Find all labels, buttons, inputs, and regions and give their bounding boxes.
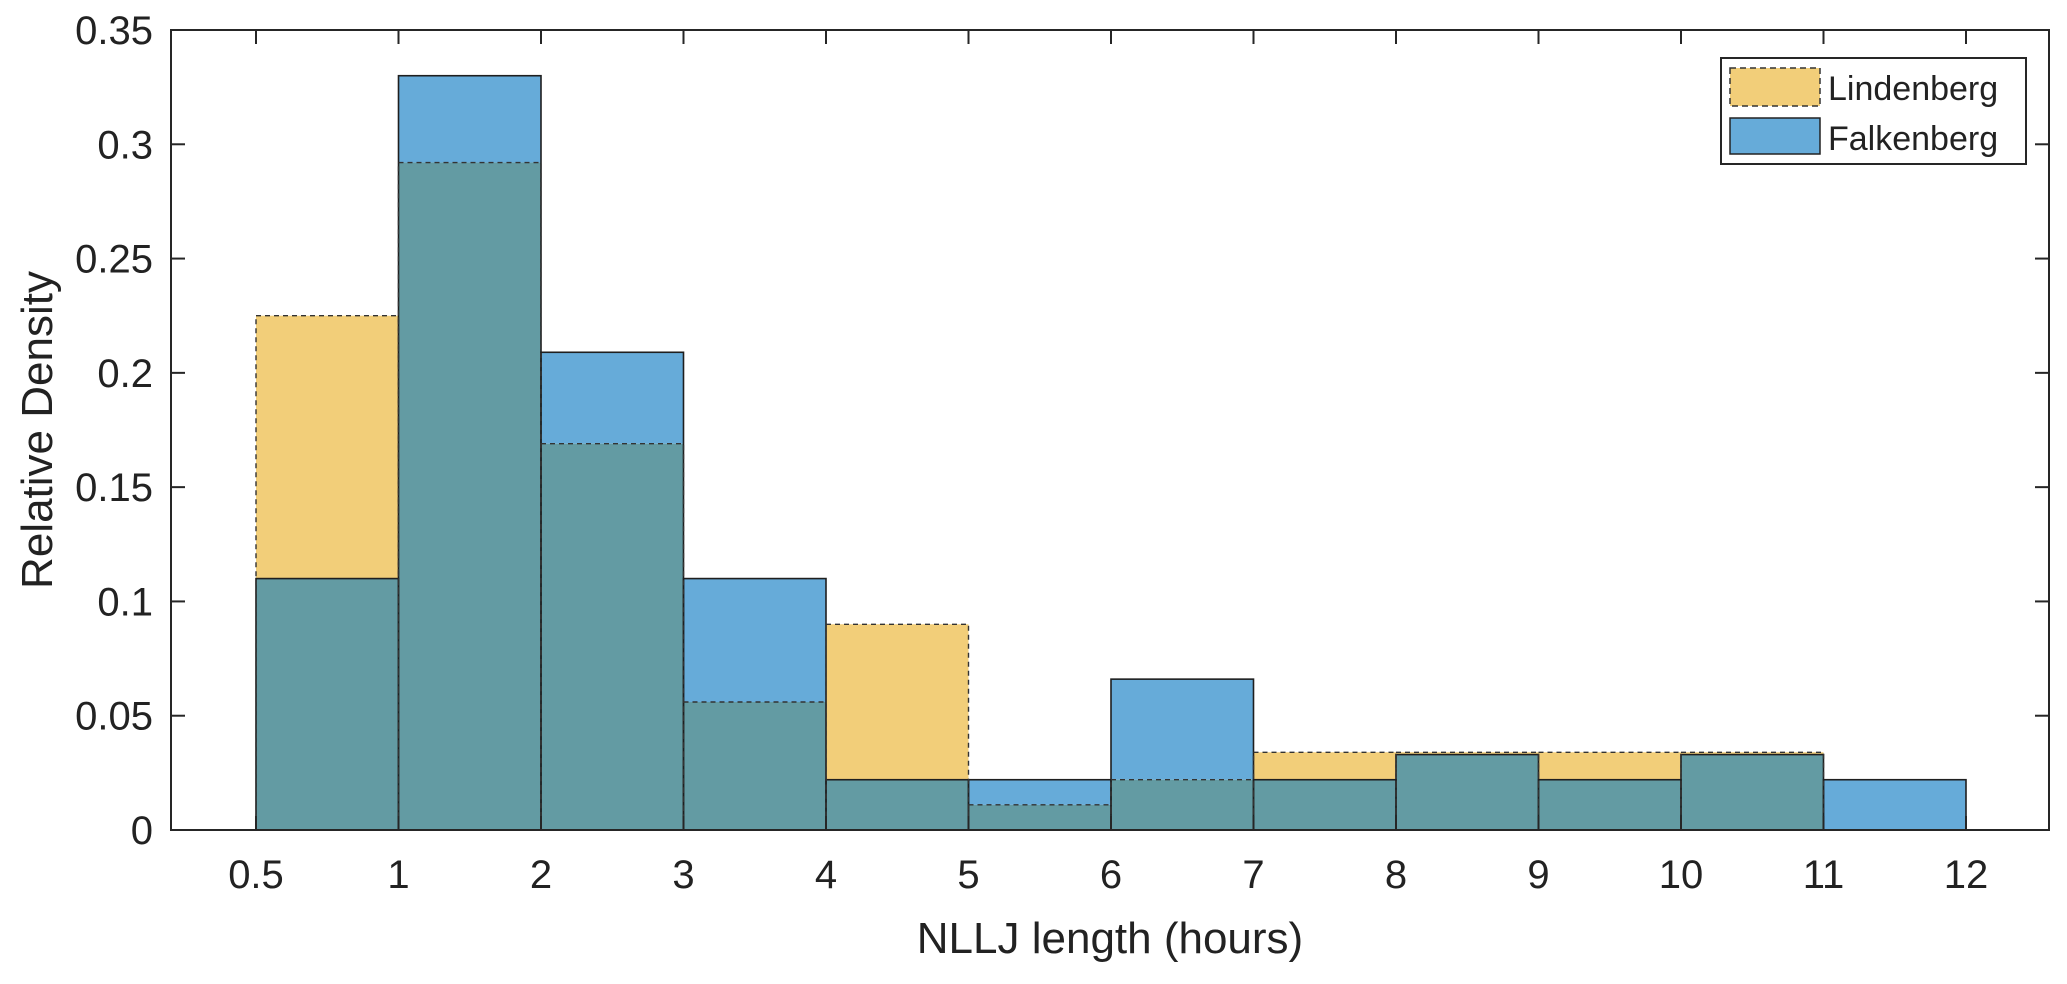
- bar-overlap: [256, 578, 399, 830]
- y-tick-label: 0.1: [97, 580, 153, 624]
- bar-excess: [1396, 752, 1539, 755]
- x-tick-label: 7: [1242, 853, 1264, 897]
- bars-layer: [255, 74, 1967, 831]
- bar-lindenberg: [540, 443, 685, 831]
- legend: Lindenberg Falkenberg: [1720, 57, 2027, 165]
- bar-overlap: [968, 804, 1111, 830]
- bar-excess: [541, 352, 684, 444]
- x-tick-label: 11: [1803, 853, 1845, 897]
- bar-overlap: [1111, 779, 1254, 830]
- x-tick-label: 3: [672, 853, 694, 897]
- legend-label-lindenberg: Lindenberg: [1828, 70, 1998, 108]
- bar-excess: [826, 624, 969, 780]
- bar-lindenberg: [825, 623, 970, 831]
- bar-excess: [256, 315, 399, 579]
- bar-overlap: [1253, 779, 1396, 830]
- x-tick-label: 8: [1385, 853, 1407, 897]
- y-tick-label: 0.35: [75, 9, 153, 53]
- bar-overlap: [398, 162, 541, 831]
- bar-excess: [1538, 752, 1681, 780]
- x-tick-label: 6: [1100, 853, 1122, 897]
- bar-overlap: [1538, 779, 1681, 830]
- x-tick-label: 4: [815, 853, 837, 897]
- legend-swatch-falkenberg: [1729, 117, 1821, 155]
- bar-excess: [1823, 779, 1966, 830]
- ticks-layer: 0.5 1 2 3 4 5 6 7 8 9 10 11 1200.050.10.150.20.250.3…: [75, 9, 2049, 897]
- bar-excess: [683, 578, 826, 702]
- bar-lindenberg: [682, 701, 827, 831]
- y-axis-title: Relative Density: [13, 271, 62, 589]
- legend-swatch-lindenberg: [1729, 67, 1821, 107]
- y-tick-label: 0.15: [75, 466, 153, 510]
- bar-overlap: [1681, 754, 1824, 830]
- bar-overlap: [541, 443, 684, 830]
- x-tick-label: 0.5: [228, 853, 284, 897]
- x-axis-title: NLLJ length (hours): [917, 914, 1303, 963]
- x-tick-label: 1: [387, 853, 409, 897]
- y-tick-label: 0.25: [75, 238, 153, 282]
- bar-overlap: [683, 702, 826, 830]
- y-tick-label: 0.3: [97, 123, 153, 167]
- y-tick-label: 0.2: [97, 352, 153, 396]
- x-tick-label: 10: [1659, 853, 1704, 897]
- bar-excess: [1681, 752, 1824, 755]
- x-tick-label: 12: [1944, 853, 1989, 897]
- bar-excess: [1253, 752, 1396, 780]
- x-tick-label: 5: [957, 853, 979, 897]
- bar-excess: [1111, 679, 1254, 780]
- x-tick-label: 9: [1527, 853, 1549, 897]
- bar-overlap: [826, 779, 969, 830]
- bar-excess: [968, 779, 1111, 805]
- y-tick-label: 0: [131, 809, 153, 853]
- x-tick-label: 2: [530, 853, 552, 897]
- bar-excess: [398, 75, 541, 163]
- legend-label-falkenberg: Falkenberg: [1828, 120, 1998, 158]
- y-tick-label: 0.05: [75, 695, 153, 739]
- bar-overlap: [1396, 754, 1539, 830]
